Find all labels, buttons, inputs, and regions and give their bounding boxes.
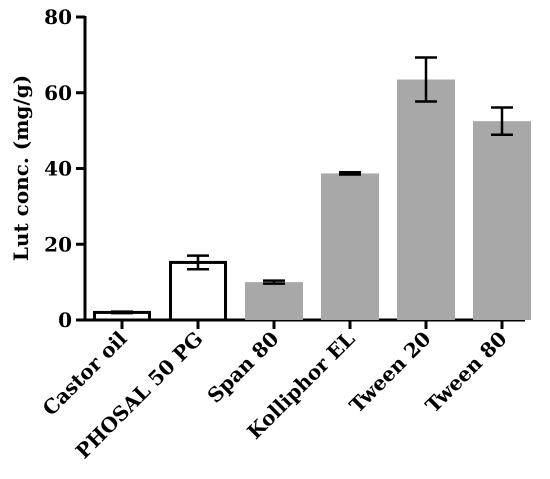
y-tick-label: 40 <box>44 157 72 181</box>
y-tick-label: 80 <box>44 5 72 29</box>
y-tick-label: 60 <box>44 81 72 105</box>
bar <box>169 260 227 322</box>
x-tick-label: Tween 20 <box>345 327 436 418</box>
bars <box>93 79 531 322</box>
y-axis-label: Lut conc. (mg/g) <box>9 75 33 261</box>
bar <box>397 79 455 321</box>
x-tick-label: PHOSAL 50 PG <box>71 327 208 464</box>
bar <box>473 121 531 320</box>
axes <box>76 15 525 329</box>
y-tick-label: 0 <box>58 308 72 332</box>
y-tick-label: 20 <box>44 232 72 256</box>
bar <box>245 282 303 320</box>
error-bars <box>111 56 513 315</box>
x-tick-label: Span 80 <box>202 327 283 408</box>
bar <box>321 173 379 320</box>
x-tick-label: Tween 80 <box>421 327 512 418</box>
